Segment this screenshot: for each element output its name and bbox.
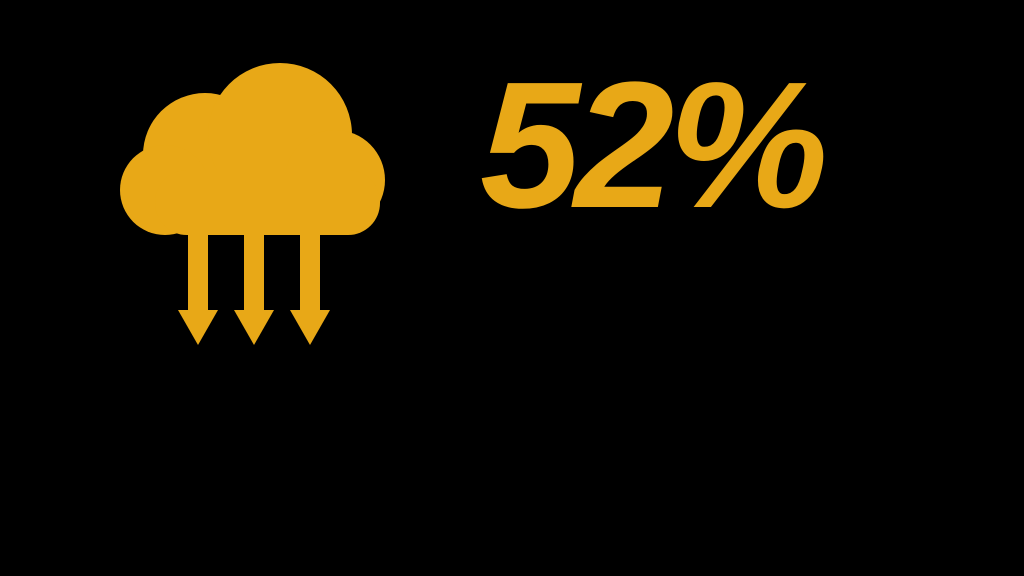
text-block: 52% say compliance is top hybrid cloud r… bbox=[480, 60, 854, 348]
arrow-2 bbox=[234, 235, 274, 345]
description-text: say compliance is top hybrid cloud risk bbox=[480, 251, 854, 348]
arrow-1 bbox=[178, 235, 218, 345]
cloud-download-icon bbox=[110, 60, 390, 360]
percentage-value: 52% bbox=[480, 60, 854, 231]
description-line-2: top hybrid cloud risk bbox=[480, 299, 854, 347]
cloud-shape bbox=[120, 63, 385, 235]
arrow-3 bbox=[290, 235, 330, 345]
infographic-container: 52% say compliance is top hybrid cloud r… bbox=[110, 60, 854, 360]
description-line-1: say compliance is bbox=[480, 251, 854, 299]
